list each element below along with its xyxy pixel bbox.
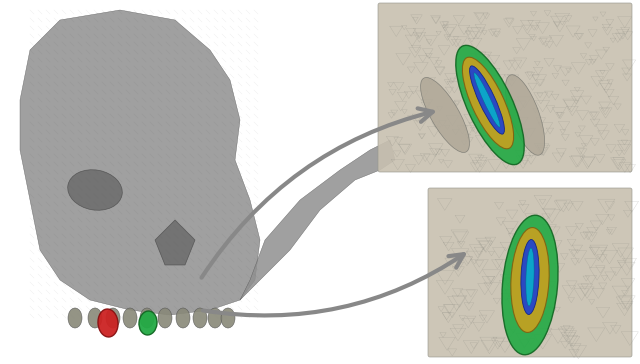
Polygon shape: [20, 10, 260, 315]
Ellipse shape: [68, 170, 122, 210]
Ellipse shape: [221, 308, 235, 328]
Ellipse shape: [521, 240, 539, 314]
Ellipse shape: [98, 309, 118, 337]
Ellipse shape: [208, 308, 222, 328]
Ellipse shape: [420, 78, 470, 153]
Ellipse shape: [193, 308, 207, 328]
Ellipse shape: [140, 308, 154, 328]
Ellipse shape: [462, 57, 514, 149]
Ellipse shape: [526, 248, 534, 306]
Ellipse shape: [106, 308, 120, 328]
FancyBboxPatch shape: [378, 3, 632, 172]
Ellipse shape: [456, 46, 524, 165]
Ellipse shape: [474, 73, 500, 127]
Polygon shape: [240, 140, 395, 300]
FancyBboxPatch shape: [428, 188, 632, 357]
Polygon shape: [155, 220, 195, 265]
Ellipse shape: [502, 215, 558, 355]
Ellipse shape: [158, 308, 172, 328]
Ellipse shape: [176, 308, 190, 328]
Ellipse shape: [139, 311, 157, 335]
Ellipse shape: [68, 308, 82, 328]
Ellipse shape: [123, 308, 137, 328]
Ellipse shape: [511, 228, 549, 332]
Ellipse shape: [470, 66, 504, 134]
Ellipse shape: [506, 75, 545, 155]
Ellipse shape: [88, 308, 102, 328]
